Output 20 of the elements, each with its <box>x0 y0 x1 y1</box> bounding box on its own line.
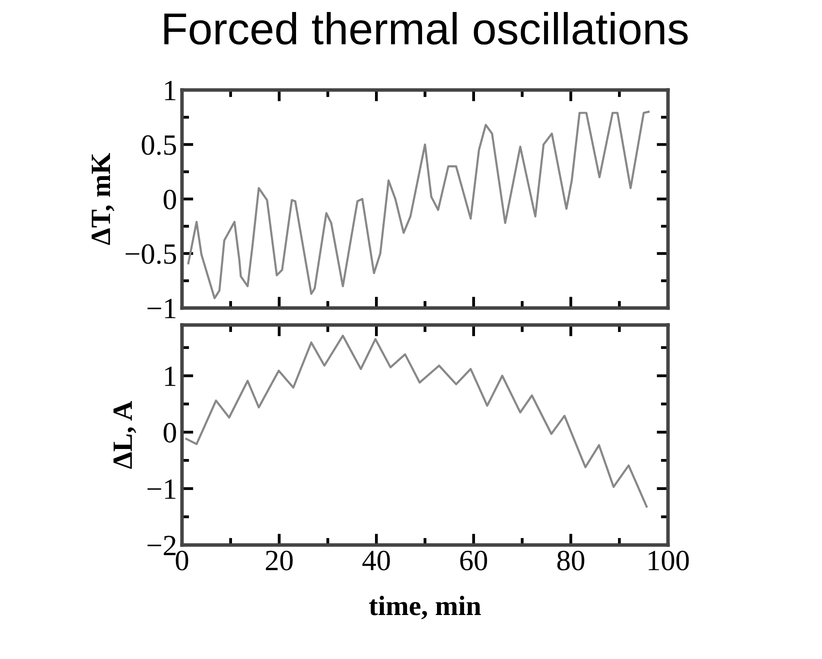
line-series <box>185 334 648 508</box>
y-tick-label: 0 <box>164 422 176 443</box>
x-tick-label: 40 <box>362 550 390 570</box>
x-axis-title: time, min <box>369 596 481 620</box>
y-tick-label: −2 <box>148 536 176 556</box>
y-tick-label: −1 <box>148 479 176 499</box>
line-series <box>187 110 650 300</box>
x-tick-label: 20 <box>266 550 293 570</box>
chart-title: Forced thermal oscillations <box>164 12 688 45</box>
x-tick-label: 100 <box>648 550 689 570</box>
y-tick-label: 1 <box>165 80 176 100</box>
y-tick-label: 1 <box>165 366 176 386</box>
x-tick-label: 60 <box>460 550 488 570</box>
y-tick-label: 0.5 <box>142 135 176 156</box>
y-axis-title: ΔT, mK <box>92 152 114 245</box>
y-tick-label: −0.5 <box>126 244 176 264</box>
x-tick-label: 80 <box>557 550 584 570</box>
y-tick-label: −1 <box>148 298 176 318</box>
y-tick-label: 0 <box>164 190 176 210</box>
y-axis-title: ΔL, A <box>114 401 136 469</box>
